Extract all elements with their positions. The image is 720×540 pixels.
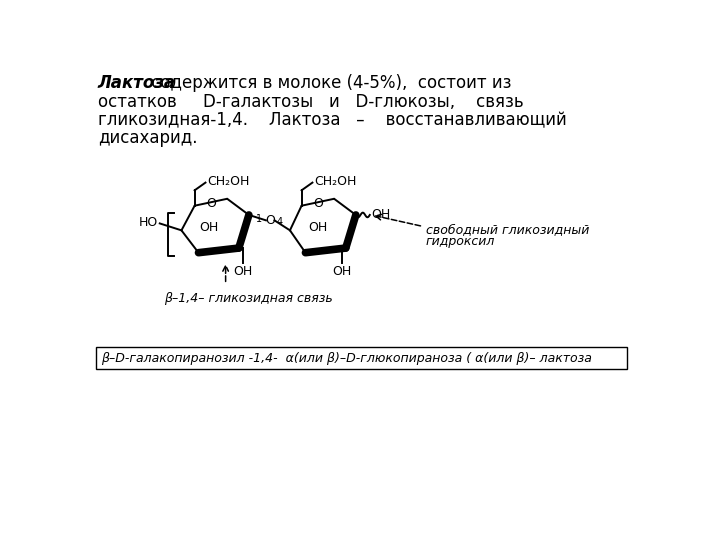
Text: OH: OH bbox=[332, 265, 351, 278]
Text: 4: 4 bbox=[276, 217, 283, 227]
Text: OH: OH bbox=[233, 265, 252, 278]
Text: O: O bbox=[265, 214, 275, 227]
Text: гидроксил: гидроксил bbox=[426, 235, 495, 248]
Bar bbox=[96, 347, 627, 369]
Text: OH: OH bbox=[372, 208, 390, 221]
Text: OH: OH bbox=[309, 221, 328, 234]
Text: свободный гликозидный: свободный гликозидный bbox=[426, 222, 589, 235]
Text: O: O bbox=[313, 197, 323, 210]
Text: CH₂OH: CH₂OH bbox=[314, 174, 356, 187]
Text: HO: HO bbox=[139, 216, 158, 229]
Text: Лактоза: Лактоза bbox=[98, 74, 176, 92]
Text: 1: 1 bbox=[256, 214, 262, 224]
Text: дисахарид.: дисахарид. bbox=[98, 130, 197, 147]
Text: O: O bbox=[206, 197, 216, 210]
Text: β–D-галакопиранозил -1,4-  α(или β)–D-глюкопираноза ( α(или β)– лактоза: β–D-галакопиранозил -1,4- α(или β)–D-глю… bbox=[101, 353, 592, 366]
Text: гликозидная-1,4.    Лактоза   –    восстанавливающий: гликозидная-1,4. Лактоза – восстанавлива… bbox=[98, 111, 567, 129]
Text: остатков     D-галактозы   и   D-глюкозы,    связь: остатков D-галактозы и D-глюкозы, связь bbox=[98, 92, 523, 111]
Text: OH: OH bbox=[199, 221, 218, 234]
Text: β–1,4– гликозидная связь: β–1,4– гликозидная связь bbox=[163, 292, 333, 305]
Text: CH₂OH: CH₂OH bbox=[207, 174, 249, 187]
Text: содержится в молоке (4-5%),  состоит из: содержится в молоке (4-5%), состоит из bbox=[145, 74, 511, 92]
